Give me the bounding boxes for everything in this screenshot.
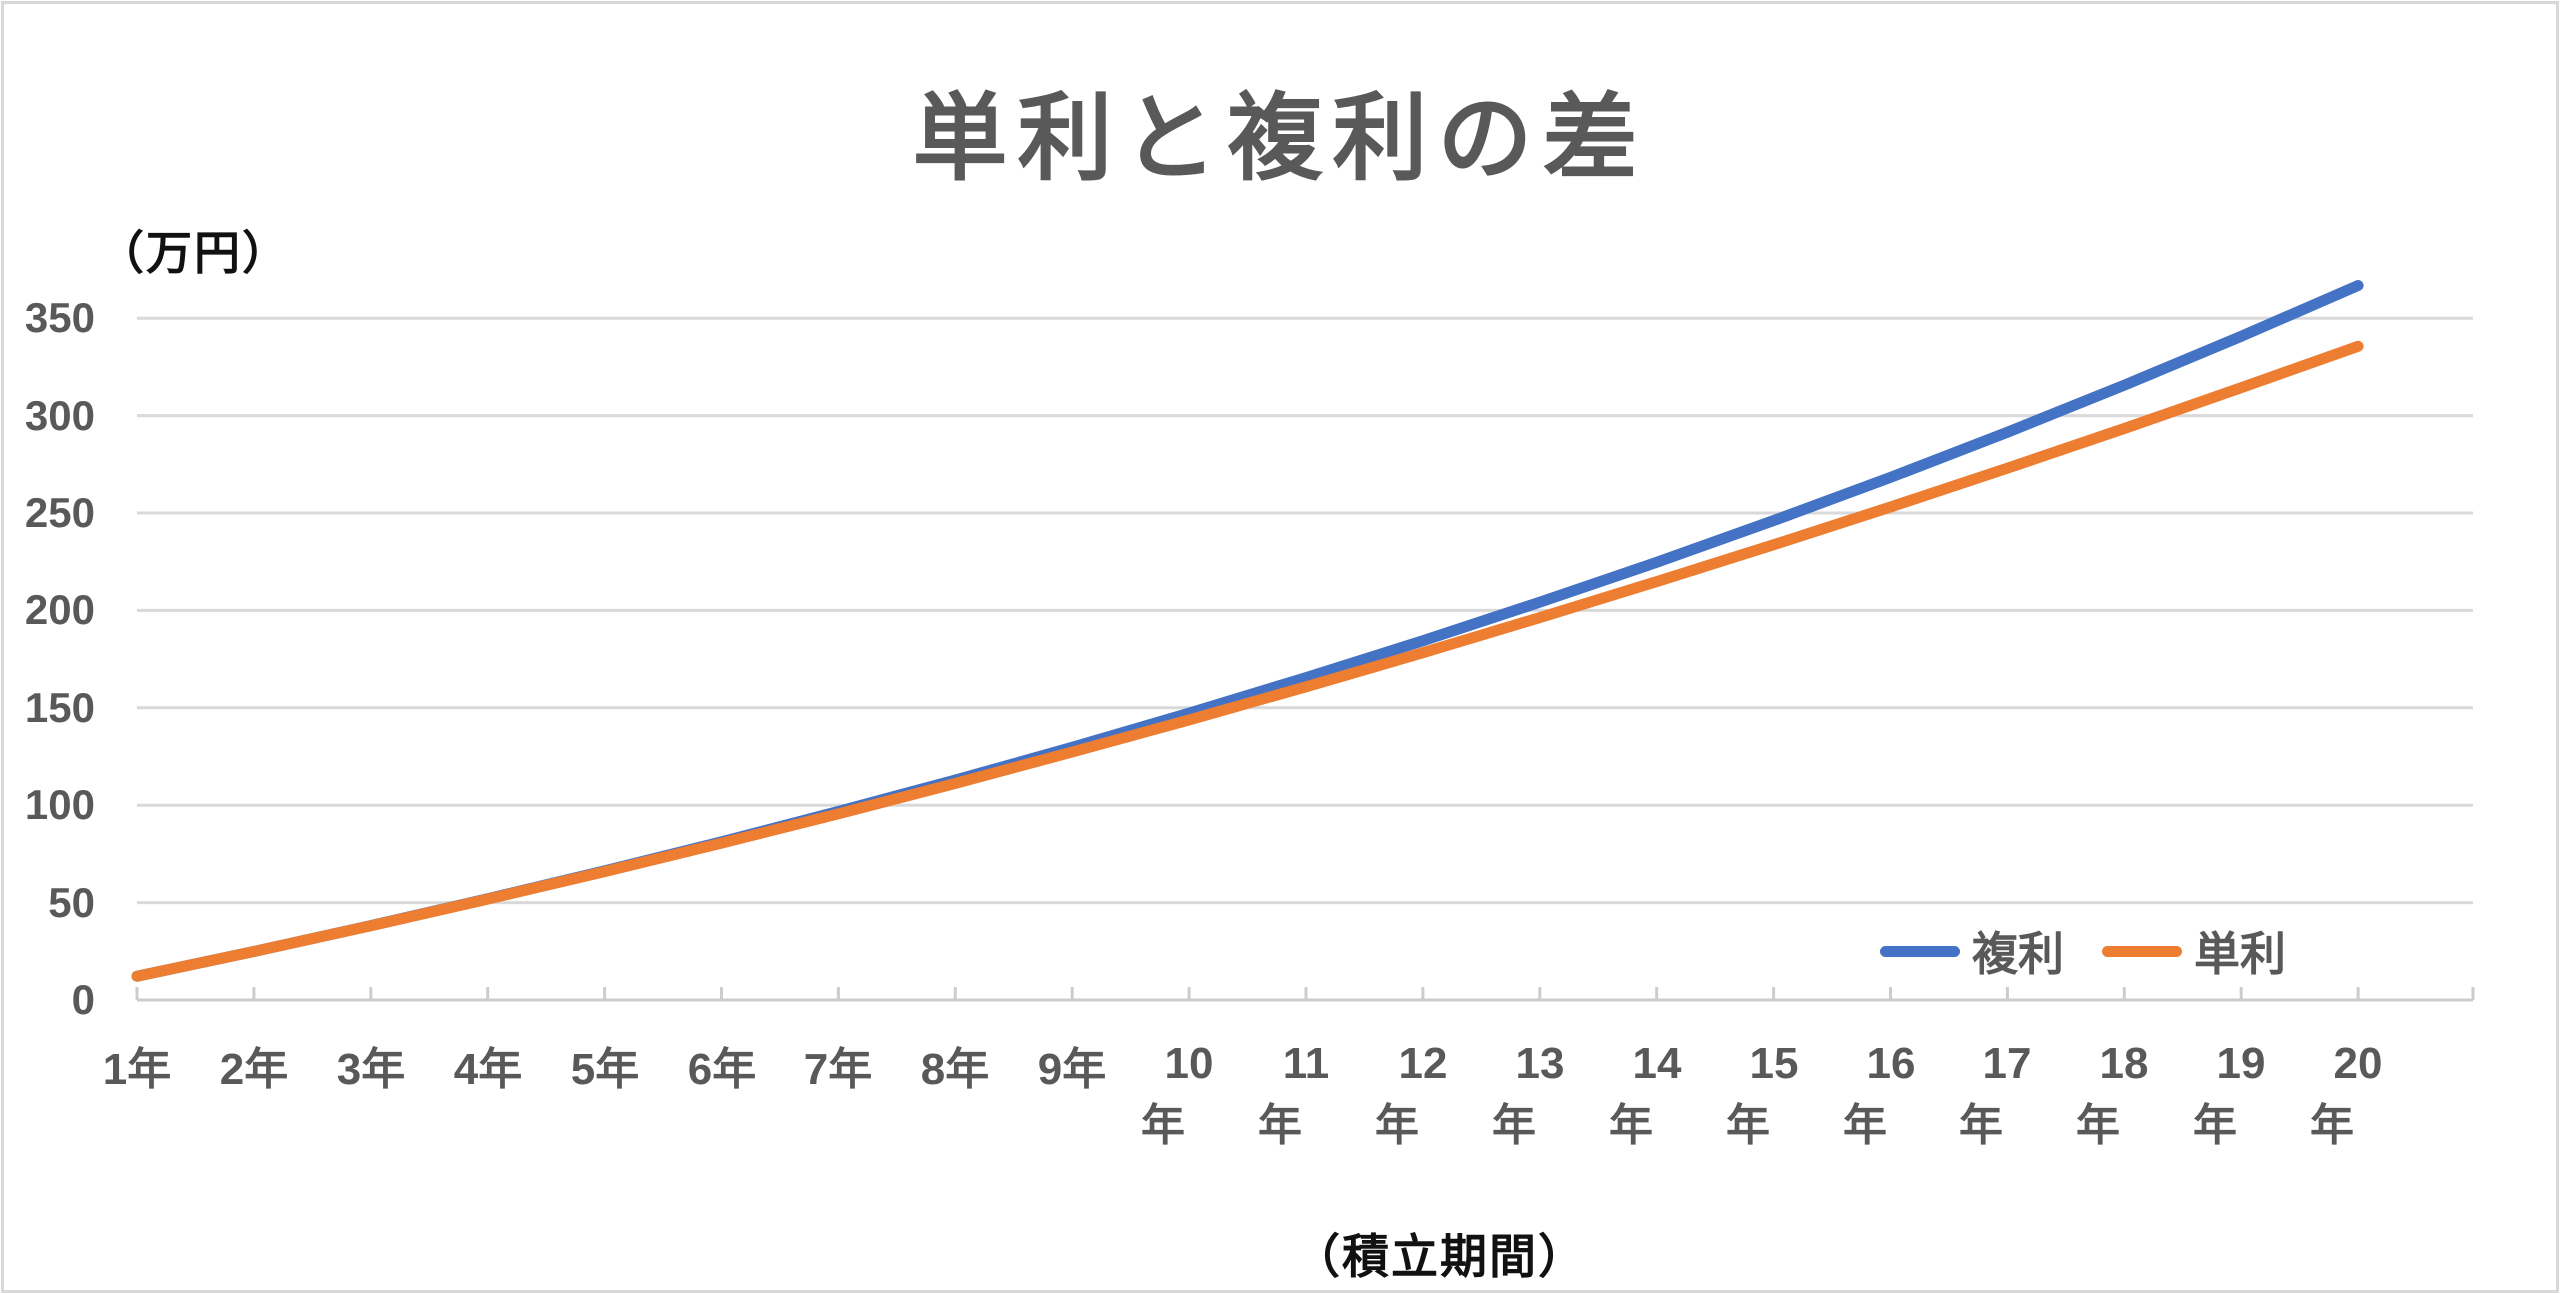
series-line-複利 bbox=[131, 280, 2364, 982]
x-tick-label: 年 bbox=[1726, 1101, 1770, 1150]
x-tick-label: 4年 bbox=[453, 1045, 523, 1094]
x-tick-label: 年 bbox=[1609, 1101, 1653, 1150]
x-tick-label: 年 bbox=[2310, 1101, 2354, 1150]
x-tick-label: 7年 bbox=[803, 1045, 873, 1094]
x-tick-label: 3年 bbox=[336, 1045, 406, 1094]
y-tick-label: 250 bbox=[24, 489, 95, 536]
series-line-単利 bbox=[131, 340, 2364, 982]
x-tick-label: 年 bbox=[2076, 1101, 2120, 1150]
x-tick-label: 5年 bbox=[570, 1045, 640, 1094]
x-tick-label: 年 bbox=[1492, 1101, 1536, 1150]
x-tick-label: 2年 bbox=[219, 1045, 289, 1094]
x-tick-label: 12 bbox=[1398, 1039, 1448, 1088]
x-tick-label: 6年 bbox=[687, 1045, 757, 1094]
x-tick-label: 15 bbox=[1749, 1039, 1799, 1088]
legend-simple-label: 単利 bbox=[2194, 928, 2286, 980]
x-tick-label: 年 bbox=[1375, 1101, 1419, 1150]
y-tick-label: 150 bbox=[24, 684, 95, 731]
x-tick-label: 11 bbox=[1282, 1039, 1330, 1088]
x-tick-label: 10 bbox=[1164, 1039, 1214, 1088]
chart-title: 単利と複利の差 bbox=[912, 86, 1648, 192]
x-tick-label: 8年 bbox=[920, 1045, 990, 1094]
x-tick-label: 14 bbox=[1632, 1039, 1682, 1088]
y-tick-label: 300 bbox=[24, 392, 95, 439]
legend: 複利 単利 bbox=[1880, 922, 2286, 980]
y-tick-label: 0 bbox=[71, 976, 95, 1023]
x-tick-label: 13 bbox=[1515, 1039, 1565, 1088]
legend-item-simple: 単利 bbox=[2102, 918, 2286, 984]
x-tick-label: 17 bbox=[1982, 1039, 2032, 1088]
x-tick-label: 20 bbox=[2333, 1039, 2383, 1088]
x-tick-label: 1年 bbox=[102, 1045, 172, 1094]
legend-item-compound: 複利 bbox=[1880, 918, 2064, 984]
x-tick-label: 16 bbox=[1866, 1039, 1916, 1088]
x-tick-label: 年 bbox=[1141, 1101, 1185, 1150]
x-tick-label: 19 bbox=[2216, 1039, 2266, 1088]
y-tick-label: 350 bbox=[24, 294, 95, 341]
x-tick-label: 9年 bbox=[1037, 1045, 1107, 1094]
y-tick-label: 100 bbox=[24, 781, 95, 828]
x-tick-label: 年 bbox=[1959, 1101, 2003, 1150]
simple-line-marker-icon bbox=[2102, 945, 2182, 957]
compound-line-marker-icon bbox=[1880, 945, 1960, 957]
x-axis-title: （積立期間） bbox=[1293, 1230, 1587, 1283]
y-axis-unit-label: （万円） bbox=[98, 227, 290, 279]
x-tick-label: 年 bbox=[2193, 1101, 2237, 1150]
x-tick-label: 年 bbox=[1258, 1101, 1302, 1150]
legend-compound-label: 複利 bbox=[1972, 928, 2064, 980]
y-tick-label: 200 bbox=[24, 586, 95, 633]
x-tick-label: 18 bbox=[2099, 1039, 2149, 1088]
y-tick-label: 50 bbox=[48, 879, 95, 926]
x-tick-label: 年 bbox=[1843, 1101, 1887, 1150]
